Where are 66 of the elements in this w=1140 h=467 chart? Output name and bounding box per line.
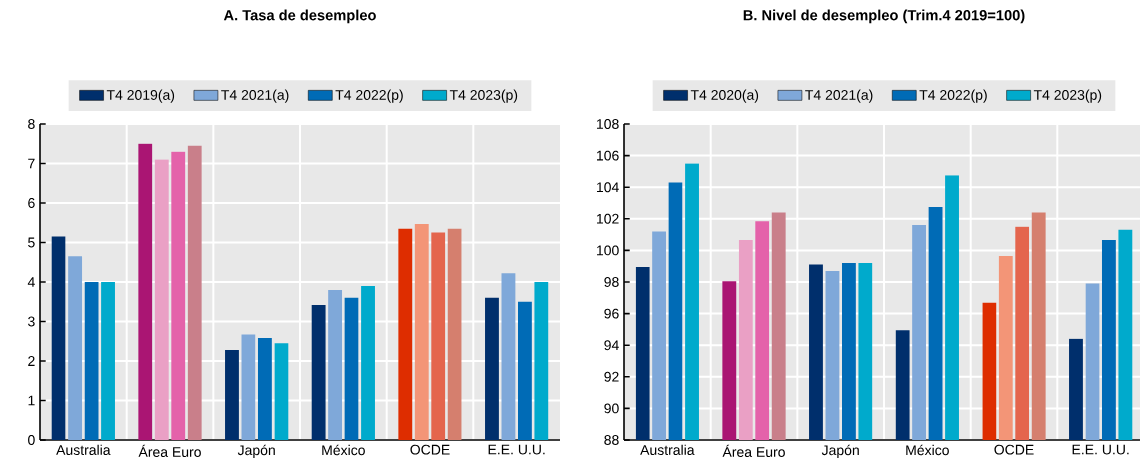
bar bbox=[225, 350, 239, 441]
y-tick-label: 108 bbox=[597, 119, 619, 130]
x-tick-label: México bbox=[906, 444, 949, 456]
y-tick-label: 98 bbox=[604, 277, 619, 288]
bar bbox=[101, 282, 115, 441]
x-tick-label: Japón bbox=[237, 444, 275, 459]
y-tick-label: 88 bbox=[604, 435, 619, 446]
bar bbox=[447, 228, 462, 441]
y-tick-label: 0 bbox=[28, 435, 35, 446]
y-tick-label: 106 bbox=[597, 150, 619, 161]
bar bbox=[187, 145, 202, 441]
y-tick-label: 100 bbox=[597, 245, 619, 256]
legend-label: T4 2023(p) bbox=[1033, 89, 1102, 103]
bar bbox=[138, 143, 153, 441]
legend-label: T4 2022(p) bbox=[919, 89, 987, 103]
y-tick-label: 6 bbox=[28, 198, 35, 209]
bar bbox=[344, 297, 359, 441]
legend-label: T4 2023(p) bbox=[449, 89, 518, 103]
y-tick-label: 104 bbox=[597, 182, 619, 193]
legend-label: T4 2021(a) bbox=[221, 89, 289, 103]
bar bbox=[517, 301, 532, 441]
x-tick-label: Área Euro bbox=[138, 444, 201, 458]
x-tick-label: México bbox=[322, 444, 365, 456]
y-tick-label: 3 bbox=[28, 316, 35, 327]
bar bbox=[485, 297, 499, 441]
bar bbox=[398, 228, 413, 441]
x-tick-label: Australia bbox=[640, 444, 695, 456]
legend-label: T4 2020(a) bbox=[690, 89, 759, 103]
x-tick-label: OCDE bbox=[410, 444, 450, 455]
bar bbox=[84, 282, 99, 441]
y-tick-label: 92 bbox=[604, 372, 619, 382]
bar bbox=[171, 151, 186, 441]
y-tick-label: 96 bbox=[604, 308, 619, 319]
x-tick-label: Australia bbox=[56, 444, 111, 456]
chart-title: A. Tasa de desempleo bbox=[223, 9, 376, 24]
bar bbox=[154, 159, 169, 441]
bar bbox=[328, 290, 343, 441]
chart-title: B. Nivel de desempleo (Trim.4 2019=100) bbox=[743, 9, 1025, 24]
x-tick-label: E.E. U.U. bbox=[488, 444, 545, 455]
y-tick-label: 5 bbox=[28, 237, 35, 248]
legend-label: T4 2021(a) bbox=[805, 89, 873, 103]
legend-label: T4 2019(a) bbox=[106, 89, 175, 103]
bar bbox=[68, 256, 83, 441]
legend-label: T4 2022(p) bbox=[335, 89, 403, 103]
y-tick-label: 8 bbox=[28, 119, 35, 130]
bar bbox=[274, 343, 289, 441]
bar bbox=[311, 305, 326, 441]
bar bbox=[431, 232, 446, 441]
bar bbox=[51, 236, 66, 441]
bar bbox=[241, 334, 256, 441]
y-tick-label: 2 bbox=[28, 356, 35, 367]
x-tick-label: OCDE bbox=[994, 444, 1034, 455]
y-tick-label: 4 bbox=[27, 277, 35, 287]
y-tick-label: 102 bbox=[597, 214, 619, 224]
bar bbox=[361, 286, 375, 441]
y-tick-label: 94 bbox=[604, 340, 619, 351]
bar bbox=[414, 224, 429, 441]
y-tick-label: 90 bbox=[604, 403, 619, 414]
bar bbox=[257, 338, 272, 441]
y-tick-label: 7 bbox=[28, 158, 35, 169]
bar bbox=[501, 273, 516, 441]
x-tick-label: Japón bbox=[821, 444, 859, 459]
x-tick-label: E.E. U.U. bbox=[1072, 444, 1129, 455]
y-tick-label: 1 bbox=[28, 395, 35, 406]
x-tick-label: Área Euro bbox=[722, 444, 785, 458]
bar bbox=[534, 282, 549, 441]
